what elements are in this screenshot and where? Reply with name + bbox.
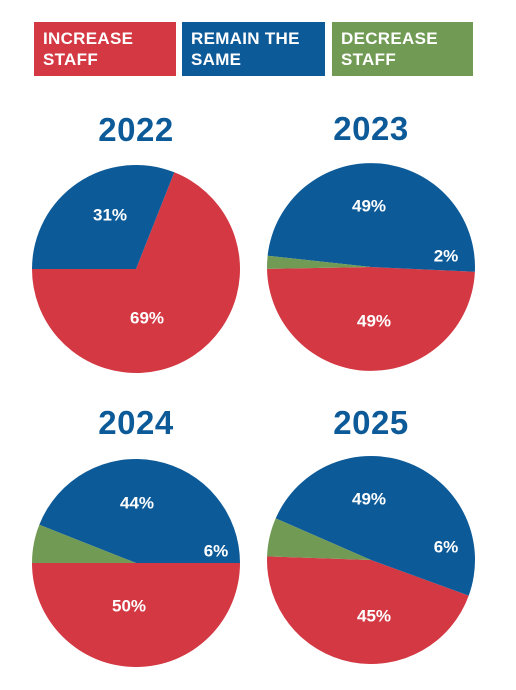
pie-slice-2022-increase-staff xyxy=(32,172,240,373)
chart-title-2025: 2025 xyxy=(333,404,409,441)
legend-increase-staff: INCREASE STAFF xyxy=(34,22,176,76)
data-label-2024-remain-the-same: 44% xyxy=(120,494,154,513)
pie-slice-2025-increase-staff xyxy=(266,556,469,665)
data-label-2025-decrease-staff: 6% xyxy=(434,538,459,557)
pie-slice-2025-remain-the-same xyxy=(275,455,476,596)
pie-slice-2024-remain-the-same xyxy=(39,458,240,563)
legend-decrease-staff: DECREASE STAFF xyxy=(332,22,473,76)
data-label-2022-remain-the-same: 31% xyxy=(93,206,127,225)
chart-title-2023: 2023 xyxy=(333,110,409,147)
chart-title-2022: 2022 xyxy=(98,111,174,148)
legend-remain-the-same: REMAIN THE SAME xyxy=(182,22,325,76)
data-label-2023-remain-the-same: 49% xyxy=(352,197,386,216)
data-label-2024-increase-staff: 50% xyxy=(112,597,146,616)
data-label-2022-increase-staff: 69% xyxy=(130,309,164,328)
data-label-2024-decrease-staff: 6% xyxy=(204,542,229,561)
pie-slice-2023-increase-staff xyxy=(267,267,475,371)
chart-title-2024: 2024 xyxy=(98,404,174,441)
pie-slice-2023-remain-the-same xyxy=(267,163,475,272)
data-label-2025-remain-the-same: 49% xyxy=(352,490,386,509)
pie-slice-2025-decrease-staff xyxy=(267,518,371,560)
pie-slice-2022-remain-the-same xyxy=(32,164,175,269)
data-label-2025-increase-staff: 45% xyxy=(357,607,391,626)
data-label-2023-increase-staff: 49% xyxy=(357,312,391,331)
data-label-2023-decrease-staff: 2% xyxy=(434,247,459,266)
pie-slice-2023-decrease-staff xyxy=(267,255,371,269)
pie-slice-2024-decrease-staff xyxy=(31,524,136,563)
pie-slice-2024-increase-staff xyxy=(32,563,240,667)
